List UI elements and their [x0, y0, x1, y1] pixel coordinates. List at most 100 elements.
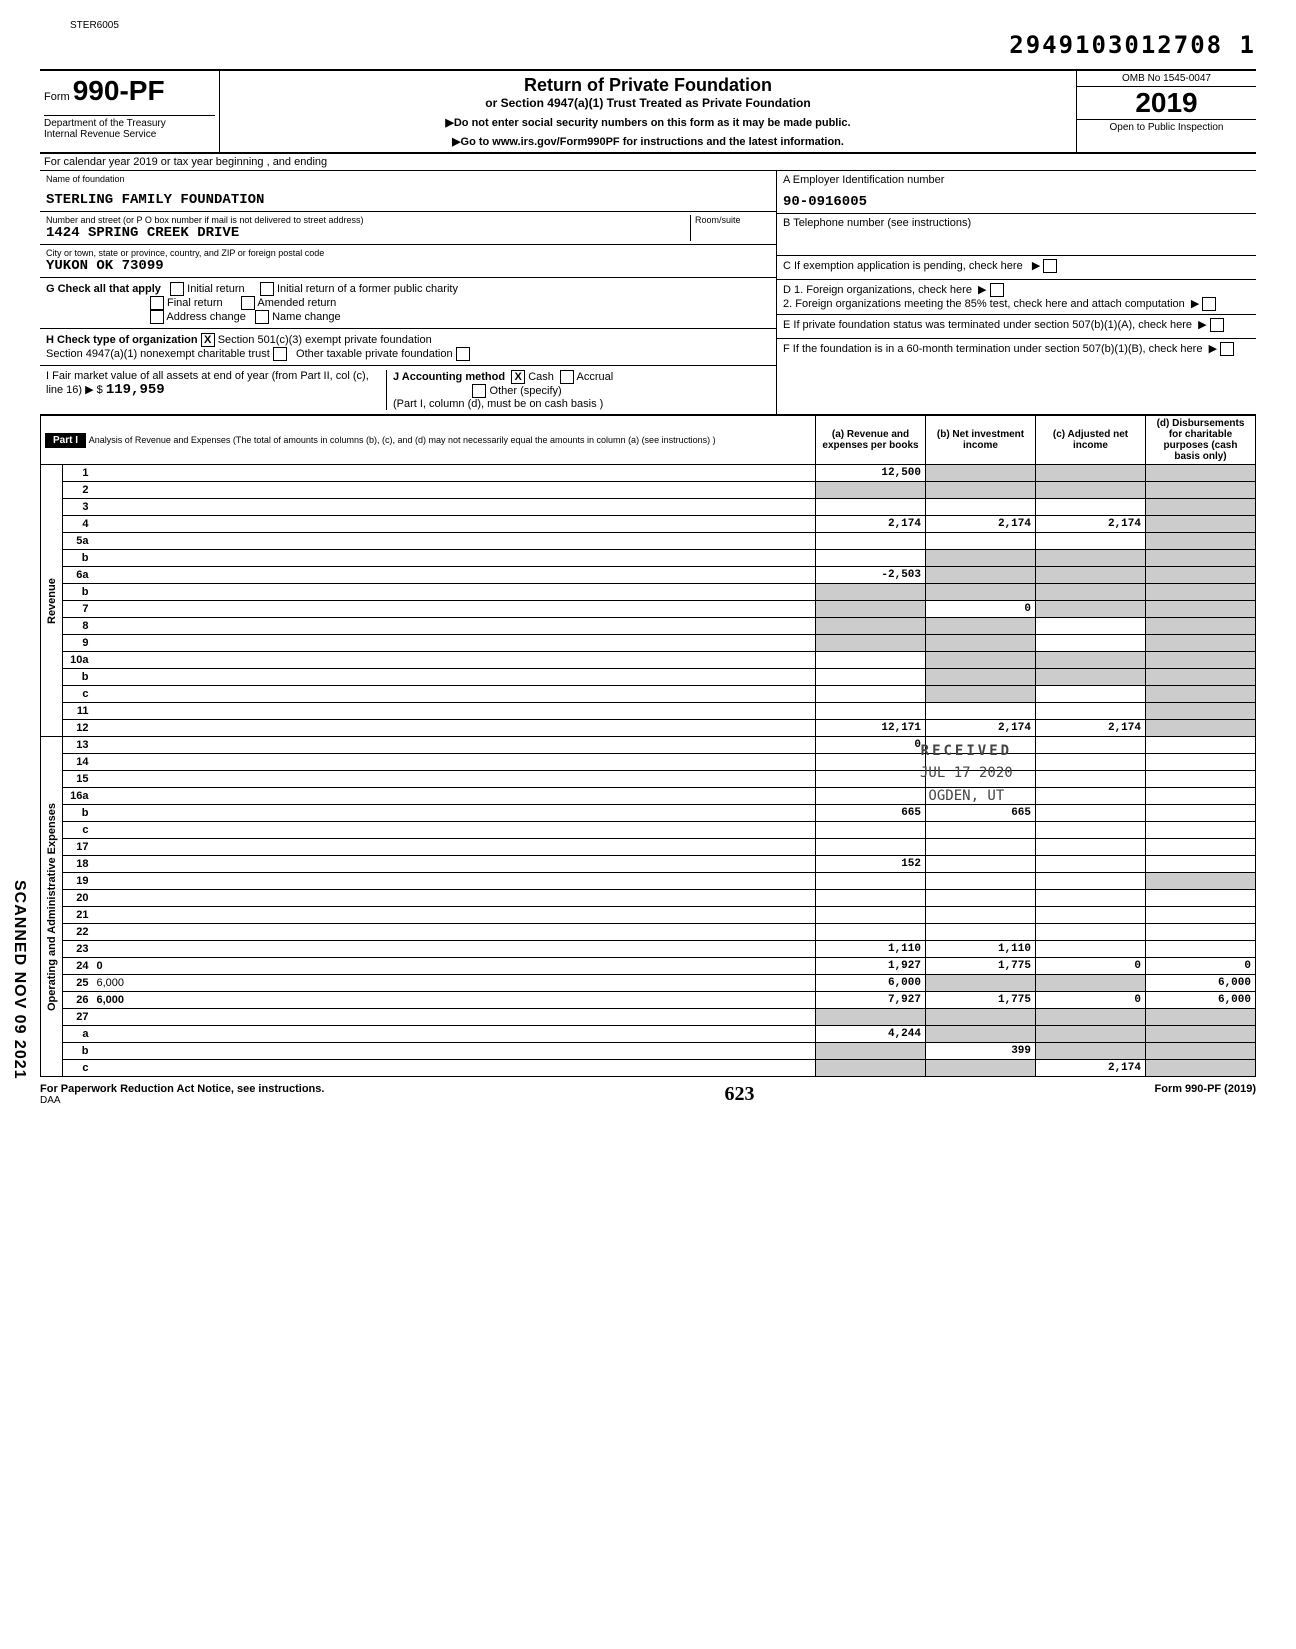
value-cell — [1036, 635, 1146, 652]
table-row: c2,174 — [41, 1060, 1256, 1077]
value-cell: 665 — [816, 805, 926, 822]
table-row: 18152 — [41, 856, 1256, 873]
inspection-note: Open to Public Inspection — [1077, 120, 1256, 135]
value-cell — [1146, 499, 1256, 516]
line-number: 15 — [63, 771, 93, 788]
table-row: 6a-2,503 — [41, 567, 1256, 584]
value-cell — [1036, 686, 1146, 703]
section-h: H Check type of organization X Section 5… — [40, 328, 776, 365]
value-cell — [816, 890, 926, 907]
value-cell: 152 — [816, 856, 926, 873]
line-description — [93, 788, 816, 805]
room-label: Room/suite — [695, 215, 770, 225]
line-number: 10a — [63, 652, 93, 669]
line-description — [93, 686, 816, 703]
value-cell — [926, 618, 1036, 635]
line-number: 1 — [63, 465, 93, 482]
table-row: 20 — [41, 890, 1256, 907]
value-cell — [926, 635, 1036, 652]
table-row: 5a — [41, 533, 1256, 550]
info-grid: Name of foundation STERLING FAMILY FOUND… — [40, 171, 1256, 415]
city-label: City or town, state or province, country… — [46, 248, 770, 258]
line-number: c — [63, 1060, 93, 1077]
line-number: 19 — [63, 873, 93, 890]
line-description — [93, 618, 816, 635]
ein-label: A Employer Identification number — [783, 174, 1250, 186]
line-number: b — [63, 805, 93, 822]
line-description — [93, 856, 816, 873]
received-stamp: RECEIVEDJUL 17 2020OGDEN, UT — [920, 740, 1013, 807]
dln-number: 2949103012708 1 — [40, 31, 1256, 59]
line-number: 16a — [63, 788, 93, 805]
value-cell — [816, 601, 926, 618]
line-number: b — [63, 1043, 93, 1060]
table-row: 14 — [41, 754, 1256, 771]
address-label: Number and street (or P O box number if … — [46, 215, 690, 225]
line-number: c — [63, 822, 93, 839]
value-cell: 2,174 — [1036, 516, 1146, 533]
line-description — [93, 533, 816, 550]
value-cell — [1146, 1060, 1256, 1077]
value-cell: 2,174 — [816, 516, 926, 533]
value-cell — [1146, 805, 1256, 822]
value-cell — [1036, 907, 1146, 924]
value-cell — [926, 482, 1036, 499]
value-cell — [1036, 839, 1146, 856]
table-row: b — [41, 550, 1256, 567]
header-code: STER6005 — [70, 20, 1256, 31]
line-description — [93, 703, 816, 720]
value-cell — [816, 686, 926, 703]
value-cell — [1146, 618, 1256, 635]
value-cell: 1,110 — [816, 941, 926, 958]
line-description — [93, 550, 816, 567]
table-row: 3 — [41, 499, 1256, 516]
value-cell: 1,110 — [926, 941, 1036, 958]
section-f: F If the foundation is in a 60-month ter… — [777, 339, 1256, 363]
value-cell: -2,503 — [816, 567, 926, 584]
value-cell — [1036, 584, 1146, 601]
table-row: 2401,9271,77500 — [41, 958, 1256, 975]
table-row: 266,0007,9271,77506,000 — [41, 992, 1256, 1009]
value-cell — [1036, 601, 1146, 618]
value-cell — [1146, 737, 1256, 754]
omb-number: OMB No 1545-0047 — [1077, 71, 1256, 87]
line-description — [93, 465, 816, 482]
value-cell — [1146, 686, 1256, 703]
value-cell — [926, 839, 1036, 856]
table-row: 1212,1712,1742,174 — [41, 720, 1256, 737]
value-cell — [1146, 465, 1256, 482]
line-description — [93, 771, 816, 788]
line-description — [93, 737, 816, 754]
value-cell: 6,000 — [816, 975, 926, 992]
value-cell — [816, 533, 926, 550]
line-number: 8 — [63, 618, 93, 635]
line-description — [93, 669, 816, 686]
ein-value: 90-0916005 — [783, 194, 1250, 210]
value-cell: 12,500 — [816, 465, 926, 482]
value-cell — [1036, 533, 1146, 550]
value-cell — [816, 618, 926, 635]
value-cell — [926, 873, 1036, 890]
table-row: a4,244 — [41, 1026, 1256, 1043]
value-cell — [926, 1026, 1036, 1043]
value-cell: 12,171 — [816, 720, 926, 737]
table-row: 27 — [41, 1009, 1256, 1026]
value-cell — [816, 1009, 926, 1026]
line-number: b — [63, 584, 93, 601]
line-number: 27 — [63, 1009, 93, 1026]
line-number: 13 — [63, 737, 93, 754]
value-cell: 2,174 — [926, 516, 1036, 533]
table-row: b399 — [41, 1043, 1256, 1060]
line-description — [93, 839, 816, 856]
foundation-address: 1424 SPRING CREEK DRIVE — [46, 225, 690, 241]
revenue-side-label: Revenue — [41, 465, 63, 737]
value-cell — [926, 1009, 1036, 1026]
value-cell — [1036, 737, 1146, 754]
value-cell — [816, 703, 926, 720]
value-cell — [1146, 482, 1256, 499]
value-cell — [1036, 975, 1146, 992]
value-cell — [926, 584, 1036, 601]
value-cell — [816, 771, 926, 788]
value-cell — [1036, 1043, 1146, 1060]
value-cell — [816, 1060, 926, 1077]
